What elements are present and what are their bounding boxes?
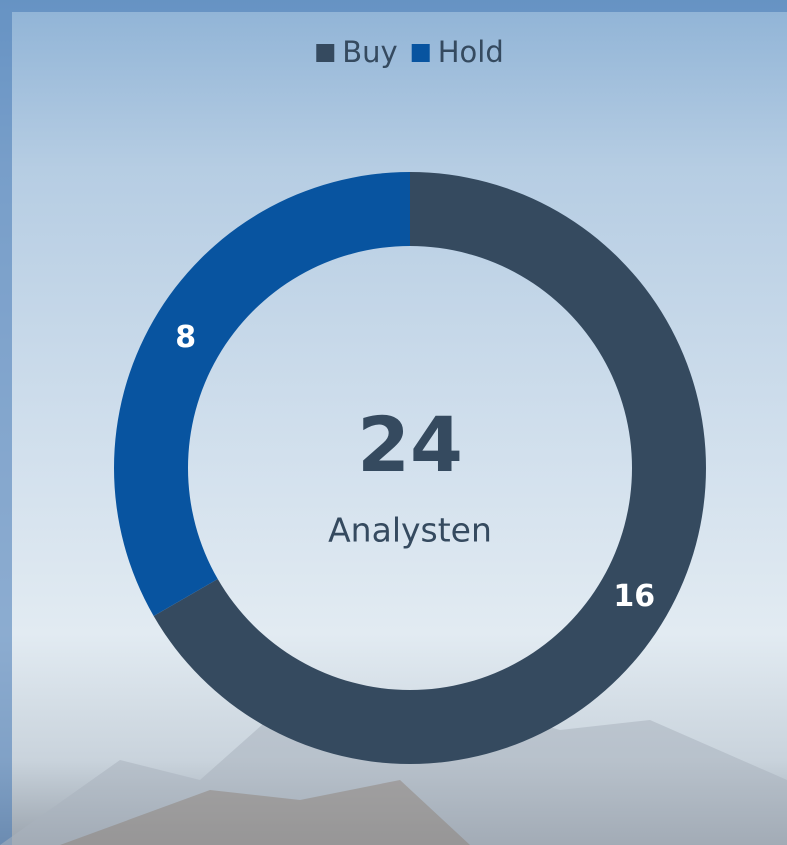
legend-swatch — [412, 44, 430, 62]
chart: Buy Hold 24 Analysten 16 8 — [0, 0, 787, 845]
page: Buy Hold 24 Analysten 16 8 — [0, 0, 787, 845]
legend: Buy Hold — [316, 35, 503, 69]
legend-label: Buy — [342, 35, 397, 69]
data-label: 8 — [175, 320, 196, 355]
legend-label: Hold — [438, 35, 504, 69]
center-value: 24 — [357, 400, 463, 489]
data-label: 16 — [613, 579, 655, 614]
center-label: Analysten — [328, 511, 492, 550]
legend-swatch — [316, 44, 334, 62]
